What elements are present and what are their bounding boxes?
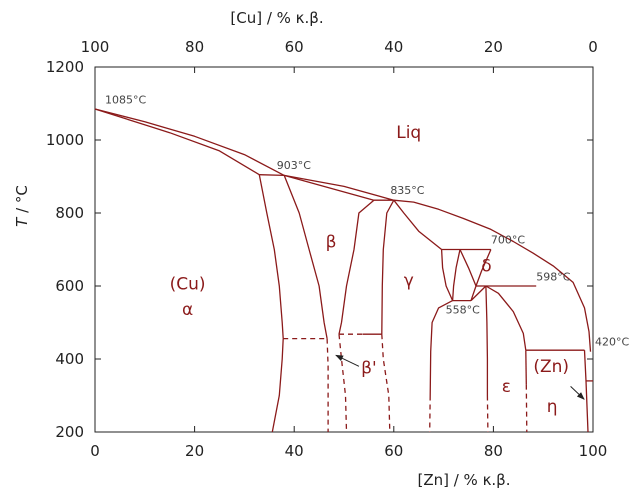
temperature-annotation: 558°C <box>446 303 480 316</box>
phase-boundary-line <box>440 249 454 301</box>
y-tick-label: 600 <box>55 277 84 295</box>
phase-label: ε <box>502 377 511 397</box>
temperature-annotations: 1085°C 903°C 835°C 700°C 598°C 558°C 420°C <box>105 94 630 349</box>
phase-boundary-line <box>258 174 284 339</box>
phase-boundary-line <box>94 108 394 201</box>
phase-boundary-line <box>429 395 431 433</box>
phase-label: Liq <box>396 123 421 143</box>
phase-label: (Cu) <box>170 275 206 295</box>
x-tick-label: 20 <box>185 442 204 460</box>
phase-boundary-line <box>525 384 528 433</box>
y-axis-title-symbol: T <box>13 216 31 227</box>
x2-tick-label: 60 <box>285 38 304 56</box>
phase-boundary-line <box>485 285 527 351</box>
temperature-annotation: 903°C <box>277 159 311 172</box>
phase-boundary-line <box>94 108 260 176</box>
phase-label: γ <box>404 271 414 291</box>
x-tick-label: 100 <box>579 442 608 460</box>
phase-boundary-line <box>470 285 487 302</box>
y-tick-label: 800 <box>55 204 84 222</box>
y-axis-title: T / °C <box>13 185 31 227</box>
phase-boundary-line <box>381 199 395 335</box>
temperature-annotation: 598°C <box>536 271 570 284</box>
label-arrow <box>335 354 360 367</box>
x2-tick-label: 40 <box>384 38 403 56</box>
phase-boundary-line <box>271 338 284 433</box>
y-axis-title-unit: / °C <box>13 185 31 218</box>
x-axis-title: [Zn] / % κ.β. <box>417 471 510 489</box>
y-tick-label: 1200 <box>46 58 84 76</box>
x-tick-label: 40 <box>285 442 304 460</box>
phase-boundary-line <box>338 334 348 433</box>
phase-boundary-line <box>525 350 527 385</box>
phase-boundary-line <box>326 338 329 432</box>
x2-tick-label: 100 <box>81 38 110 56</box>
phase-boundary-line <box>259 174 285 177</box>
x-tick-label: 60 <box>384 442 403 460</box>
phase-boundaries <box>94 108 593 433</box>
label-arrow <box>570 386 585 400</box>
temperature-annotation: 420°C <box>595 335 629 348</box>
temperature-annotation: 700°C <box>491 233 525 246</box>
x-tick-label: 80 <box>484 442 503 460</box>
y-tick-label: 1000 <box>46 131 84 149</box>
phase-boundary-line <box>283 175 328 339</box>
x2-tick-label: 20 <box>484 38 503 56</box>
phase-labels: Liq (Cu) α β γ δ β' ε (Zn) η <box>170 123 569 417</box>
phase-boundary-line <box>429 300 453 396</box>
phase-label: δ <box>481 256 491 276</box>
phase-label: α <box>182 300 193 320</box>
phase-boundary-line <box>284 174 375 201</box>
x-tick-label: 0 <box>90 442 100 460</box>
phase-boundary-line <box>338 199 375 335</box>
axis-ticks <box>94 66 594 433</box>
x2-tick-label: 0 <box>588 38 598 56</box>
phase-label: η <box>547 397 558 417</box>
phase-boundary-line <box>381 334 391 433</box>
phase-boundary-line <box>485 285 489 396</box>
phase-boundary-line <box>451 249 461 301</box>
phase-label: (Zn) <box>533 357 569 377</box>
y-tick-label: 200 <box>55 423 84 441</box>
phase-boundary-line <box>393 199 443 251</box>
y-tick-label: 400 <box>55 350 84 368</box>
x2-axis-title: [Cu] / % κ.β. <box>230 9 323 27</box>
phase-boundary-line <box>475 249 492 287</box>
x2-tick-label: 80 <box>185 38 204 56</box>
phase-label: β' <box>361 359 377 379</box>
phase-label: β <box>326 233 337 253</box>
phase-boundary-line <box>583 350 589 433</box>
phase-boundary-line <box>459 249 477 301</box>
temperature-annotation: 1085°C <box>105 94 146 107</box>
phase-boundary-line <box>393 199 592 352</box>
label-arrows <box>335 354 585 400</box>
temperature-annotation: 835°C <box>390 184 424 197</box>
plot-frame <box>94 66 594 433</box>
phase-boundary-line <box>486 395 489 433</box>
